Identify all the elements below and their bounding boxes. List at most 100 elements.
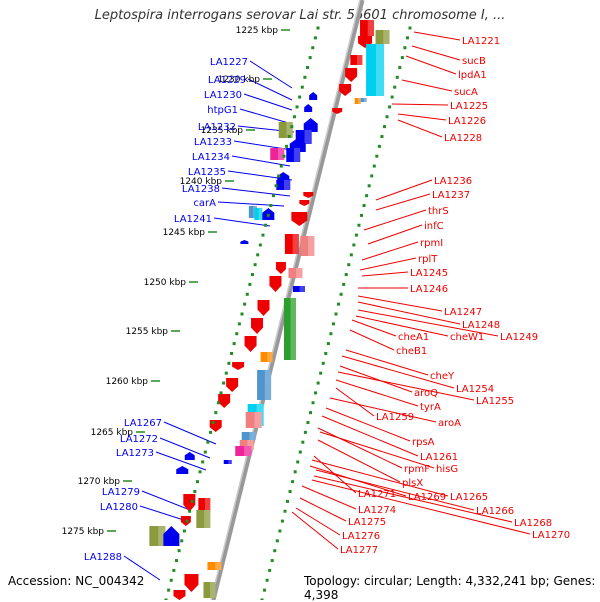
label-connector-right [345,349,429,376]
scale-dot [334,312,338,316]
gene-label-right: LA1254 [456,384,494,395]
gene-label-left: LA1272 [120,434,158,445]
label-connector-right [335,387,375,417]
scale-dot [321,361,325,365]
label-connector-left [239,108,293,125]
gene-label-right: LA1274 [358,505,396,516]
footer-bar: Accession: NC_004342 Topology: circular;… [8,574,598,602]
scale-dot [303,75,307,79]
gene-feature [184,574,199,592]
gene-feature [332,108,343,114]
scale-dot [316,381,320,385]
scale-dot [339,292,343,296]
feature-shade [228,460,232,464]
gene-feature [257,370,272,400]
gene-feature [254,208,263,220]
gene-labels: LA1227 LA1229 LA1230 htpG1 LA1232 LA1233 LA123… [84,36,570,563]
scale-dot [280,519,284,523]
scale-dot [377,144,381,148]
label-connector-left [123,555,161,581]
label-connector-left [159,437,211,459]
gene-feature [304,104,313,112]
scale-dot [261,233,265,237]
feature-shade [247,440,254,450]
scale-dot [306,65,310,69]
label-connector-right [397,119,443,138]
label-connector-left [247,78,293,101]
gene-feature [226,378,239,392]
label-connector-right [351,319,397,337]
scale-dot [375,154,379,158]
gene-feature [173,590,186,600]
scale-dot [250,273,254,277]
label-connector-right [291,511,339,550]
label-connector-right [391,103,449,106]
gene-label-right: LA1246 [410,284,448,295]
scale-dot [219,391,223,395]
feature-shade [293,148,301,162]
scale-dot [352,243,356,247]
scale-dot [311,46,315,50]
scale-dot [174,559,178,563]
gene-label-left: LA1230 [204,90,242,101]
gene-label-right: cheB1 [396,346,427,357]
gene-feature [375,30,390,44]
scale-dot [316,26,320,30]
gene-feature [244,336,257,352]
scale-dot [264,223,268,227]
scale-dot [349,253,353,257]
scale-dot [300,85,304,89]
label-connector-right [315,469,475,511]
tick-scale: 1225 kbp 1230 kbp 1235 kbp 1240 kbp 1245 kbp… [62,26,412,600]
gene-feature [366,44,385,96]
scale-dot [301,440,305,444]
scale-dot [314,391,318,395]
scale-dot [326,342,330,346]
gene-feature [251,318,264,334]
gene-label-left: LA1233 [194,137,232,148]
scale-dot [232,342,236,346]
gene-label-right: LA1228 [444,133,482,144]
gene-label-right: LA1261 [420,452,458,463]
scale-dot [235,332,239,336]
accession-text: Accession: NC_004342 [8,574,145,588]
scale-dot [201,460,205,464]
scale-dot [400,56,404,60]
gene-feature [257,300,270,316]
gene-feature [354,98,361,104]
gene-feature [277,172,290,182]
feature-shade [204,510,211,528]
scale-dot [342,282,346,286]
scale-dot [408,26,412,30]
gene-feature [232,362,245,370]
gene-feature [245,412,262,428]
label-connector-right [339,365,413,393]
gene-label-right: LA1249 [500,332,538,343]
gene-feature [149,526,166,546]
gene-label-left: LA1267 [124,418,162,429]
gene-label-left: LA1234 [192,152,230,163]
scale-dot [293,470,297,474]
scale-dot [273,549,277,553]
gene-label-right: LA1271 [358,489,396,500]
scale-dot [290,125,294,129]
scale-dot [265,578,269,582]
gene-label-right: LA1259 [376,412,414,423]
gene-label-left: LA1241 [174,214,212,225]
scale-dot [260,598,264,600]
scale-dot [270,559,274,563]
gene-label-right: LA1266 [476,506,514,517]
scale-dot [357,223,361,227]
gene-feature [276,180,291,190]
scale-dot [292,115,296,119]
feature-shade [292,234,299,254]
feature-shade [267,352,273,362]
label-connector-right [401,79,453,92]
label-connectors [123,31,531,581]
scale-dot [195,480,199,484]
gene-feature [207,562,222,570]
gene-feature [269,276,282,292]
scale-dot [354,233,358,237]
gene-feature [235,446,252,456]
